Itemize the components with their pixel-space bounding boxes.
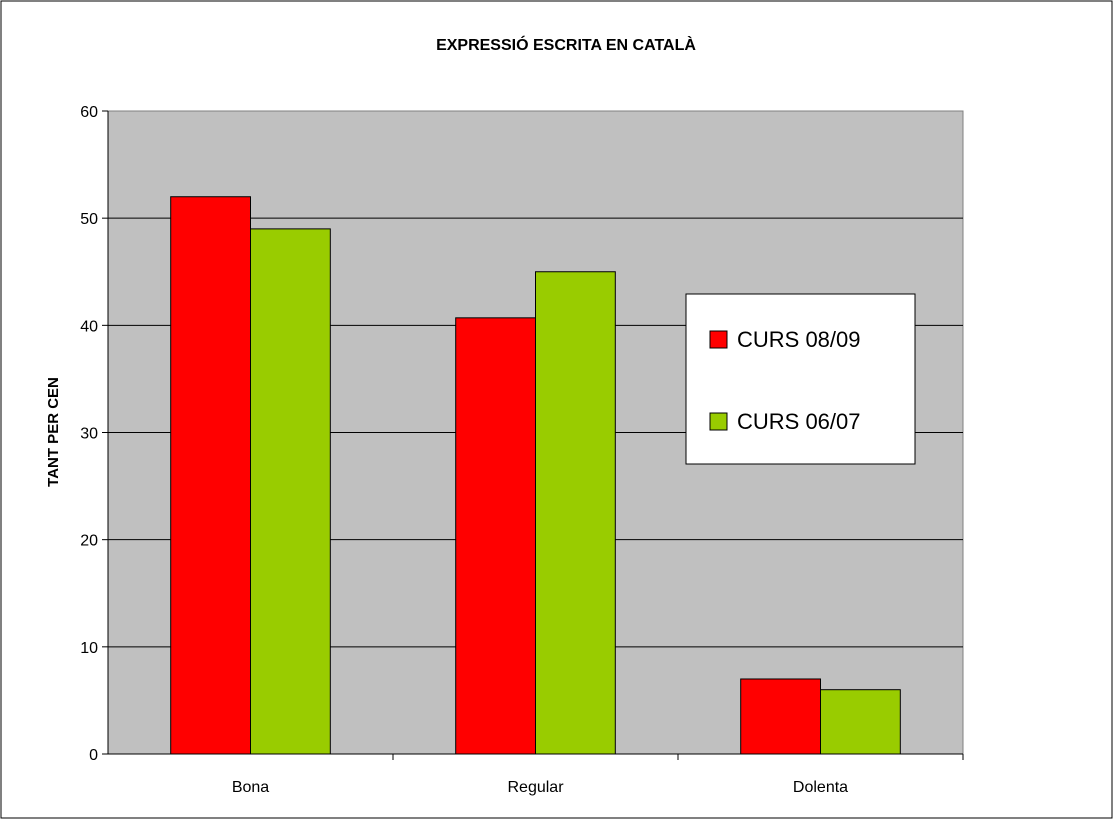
x-tick-label: Dolenta: [793, 779, 848, 796]
legend-swatch-curs-0809: [709, 330, 728, 349]
y-tick-label: 20: [80, 533, 98, 550]
legend-label-curs-0809: CURS 08/09: [737, 327, 861, 352]
y-tick-label: 30: [80, 426, 98, 443]
chart-title: EXPRESSIÓ ESCRITA EN CATALÀ: [436, 35, 696, 54]
x-tick-label: Regular: [507, 779, 564, 796]
y-tick-label: 50: [80, 211, 98, 228]
y-tick-label: 10: [80, 640, 98, 657]
legend-box: [685, 293, 916, 465]
legend: CURS 08/09 CURS 06/07: [685, 293, 916, 465]
axes: [102, 110, 964, 760]
y-tick-labels: 0 10 20 30 40 50 60: [80, 104, 98, 764]
bar-regular-series-2: [535, 271, 616, 755]
bar-dolenta-series-2: [820, 689, 901, 755]
bar-bona-series-2: [250, 228, 331, 755]
bar-dolenta-series-1: [740, 678, 822, 755]
y-tick-label: 40: [80, 318, 98, 335]
bar-bona-series-1: [170, 196, 251, 755]
plot-area: 0 10 20 30 40 50 60 Bona Regular Dolenta: [80, 104, 964, 796]
bars: [170, 196, 901, 755]
y-tick-label: 60: [80, 104, 98, 121]
bar-regular-series-1: [455, 317, 537, 755]
legend-label-curs-0607: CURS 06/07: [737, 409, 861, 434]
legend-swatch-curs-0607: [709, 412, 728, 431]
x-tick-label: Bona: [232, 779, 269, 796]
y-tick-label: 0: [89, 747, 98, 764]
x-tick-labels: Bona Regular Dolenta: [232, 779, 848, 796]
y-axis-label: TANT PER CEN: [45, 377, 62, 487]
